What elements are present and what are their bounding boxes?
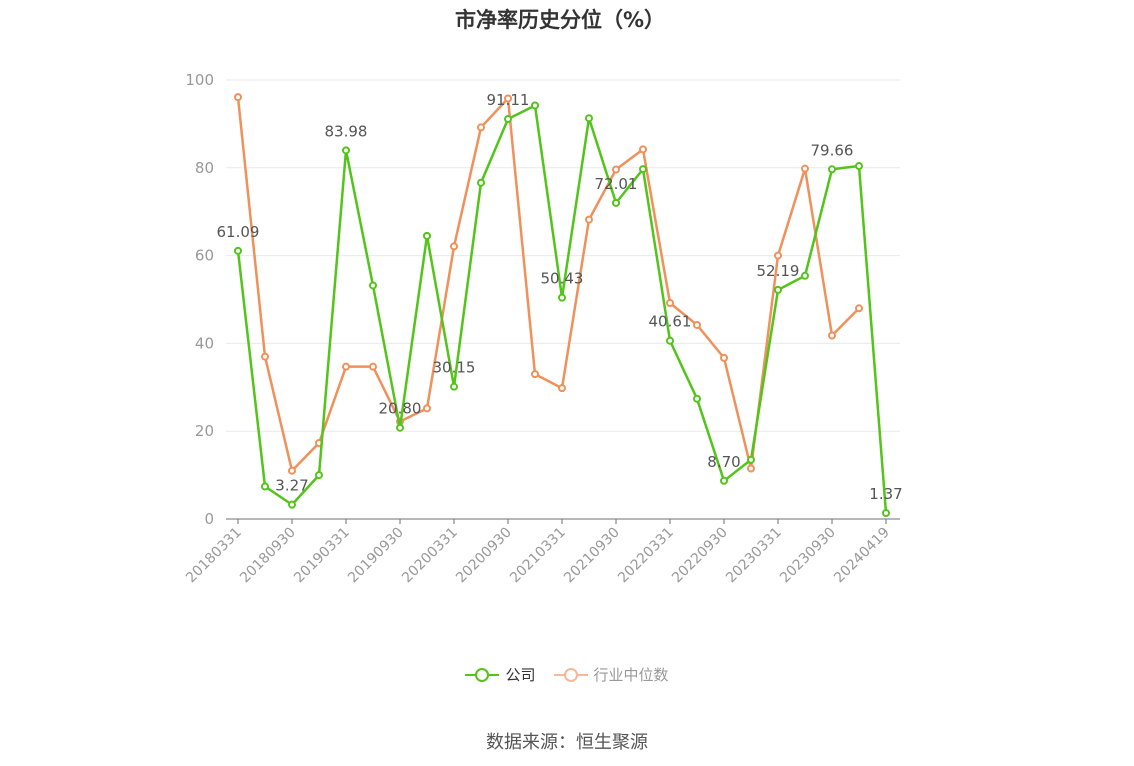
- legend-industry-marker-icon: [553, 667, 588, 683]
- company-point: [720, 476, 728, 485]
- company-data-label: 40.61: [649, 313, 692, 331]
- x-tick-label: 20190930: [345, 525, 407, 587]
- company-point: [288, 500, 296, 509]
- company-point: [396, 423, 404, 432]
- company-data-label: 79.66: [811, 141, 854, 159]
- x-tick-label: 20220331: [615, 525, 677, 587]
- x-tick-label: 20230930: [777, 525, 839, 587]
- y-tick-label: 80: [195, 159, 214, 177]
- x-tick-label: 20190331: [291, 525, 353, 587]
- x-tick-label: 20230331: [723, 525, 785, 587]
- industry-point: [450, 242, 458, 251]
- industry-point: [774, 251, 782, 260]
- chart-title: 市净率历史分位（%）: [454, 8, 666, 32]
- industry-point: [369, 362, 377, 371]
- x-tick-label: 20180930: [237, 525, 299, 587]
- industry-point: [666, 299, 674, 308]
- company-data-label: 20.80: [379, 400, 422, 418]
- company-data-label: 83.98: [325, 122, 368, 140]
- company-series-line: [236, 104, 888, 514]
- industry-point: [612, 165, 620, 174]
- y-tick-label: 40: [195, 334, 214, 352]
- legend: 公司 行业中位数: [0, 664, 1134, 685]
- company-point: [342, 146, 350, 155]
- industry-point: [234, 93, 242, 102]
- industry-point: [531, 370, 539, 379]
- x-tick-label: 20240419: [831, 525, 893, 587]
- x-tick-label: 20200331: [399, 525, 461, 587]
- y-tick-label: 100: [185, 71, 214, 89]
- legend-item-industry-median[interactable]: 行业中位数: [553, 664, 669, 685]
- legend-company-marker-icon: [465, 667, 500, 683]
- industry-point: [855, 304, 863, 313]
- industry-point: [693, 320, 701, 329]
- company-point: [882, 508, 890, 517]
- company-point: [666, 336, 674, 345]
- legend-item-company[interactable]: 公司: [465, 664, 536, 685]
- legend-industry-label: 行业中位数: [593, 666, 669, 684]
- company-data-label: 91.11: [487, 91, 530, 109]
- company-point: [423, 231, 431, 240]
- company-point: [234, 246, 242, 255]
- industry-point: [639, 145, 647, 154]
- company-data-label: 3.27: [275, 477, 308, 495]
- x-tick-label: 20180331: [183, 525, 245, 587]
- company-point: [531, 101, 539, 110]
- company-point: [315, 471, 323, 480]
- industry-point: [288, 466, 296, 475]
- company-data-label: 72.01: [595, 175, 638, 193]
- company-point: [585, 114, 593, 123]
- company-point: [477, 178, 485, 187]
- x-tick-label: 20210930: [561, 525, 623, 587]
- company-point: [828, 165, 836, 174]
- company-point: [693, 394, 701, 403]
- x-tick-label: 20210331: [507, 525, 569, 587]
- company-point: [369, 281, 377, 290]
- company-point: [450, 382, 458, 391]
- industry-point: [477, 123, 485, 132]
- company-point: [261, 482, 269, 491]
- company-point: [558, 293, 566, 302]
- x-tick-label: 20220930: [669, 525, 731, 587]
- y-tick-label: 20: [195, 422, 214, 440]
- company-data-label: 8.70: [707, 453, 740, 471]
- company-point: [639, 165, 647, 174]
- legend-company-label: 公司: [505, 666, 536, 684]
- industry-point: [747, 464, 755, 473]
- company-point: [774, 285, 782, 294]
- company-data-label: 30.15: [433, 359, 476, 377]
- company-point: [747, 455, 755, 464]
- industry-point: [585, 215, 593, 224]
- industry-point: [504, 94, 512, 103]
- company-point: [801, 271, 809, 280]
- company-data-label: 52.19: [757, 262, 800, 280]
- y-tick-label: 60: [195, 247, 214, 265]
- industry-point: [261, 352, 269, 361]
- x-tick-label: 20200930: [453, 525, 515, 587]
- industry-point: [423, 404, 431, 413]
- company-data-label: 61.09: [217, 223, 260, 241]
- data-source: 数据来源：恒生聚源: [486, 732, 648, 753]
- company-data-label: 50.43: [541, 270, 584, 288]
- company-point: [504, 115, 512, 124]
- company-point: [855, 162, 863, 171]
- y-tick-label: 0: [204, 510, 214, 528]
- industry-point: [558, 384, 566, 393]
- company-point: [612, 198, 620, 207]
- industry-point: [801, 164, 809, 173]
- industry-point: [342, 362, 350, 371]
- industry-point: [720, 353, 728, 362]
- company-data-label: 1.37: [869, 485, 902, 503]
- industry-point: [828, 331, 836, 340]
